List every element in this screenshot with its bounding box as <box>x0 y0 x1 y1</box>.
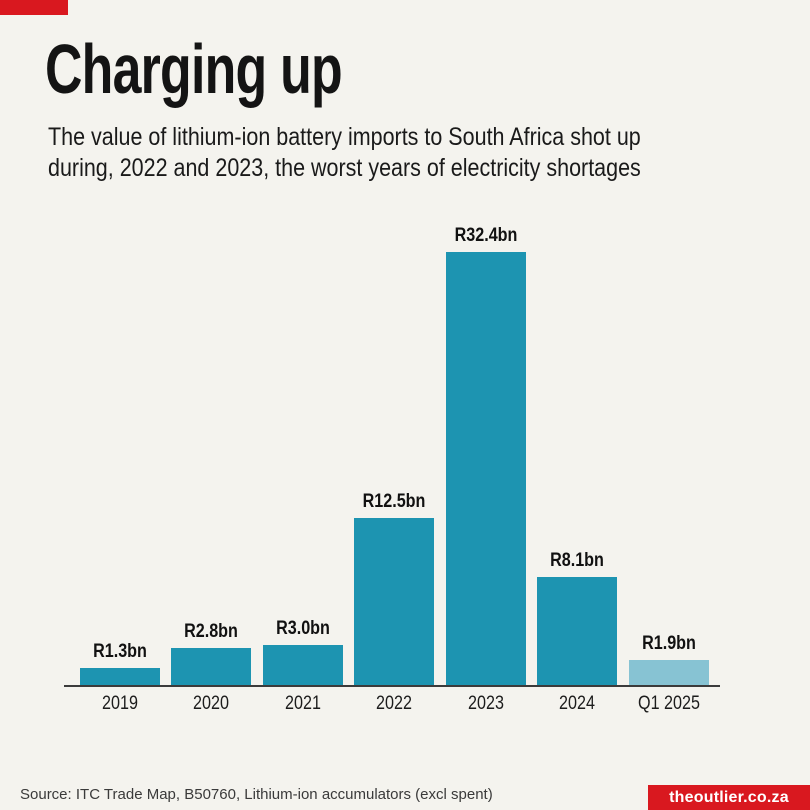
subtitle-line-2: during, 2022 and 2023, the worst years o… <box>48 154 641 182</box>
bar-2019 <box>79 668 160 685</box>
bar-value-label-2019: R1.3bn <box>92 641 147 662</box>
bar-value-label-2022: R12.5bn <box>362 491 426 512</box>
bar-2023 <box>445 252 526 685</box>
bar-value-label-2020: R2.8bn <box>184 621 238 642</box>
chart-subtitle: The value of lithium-ion battery imports… <box>48 122 641 184</box>
subtitle-line-1: The value of lithium-ion battery imports… <box>48 123 641 151</box>
x-axis-line <box>64 685 720 687</box>
x-tick-label-2024: 2024 <box>559 693 595 714</box>
x-tick-label-Q1 2025: Q1 2025 <box>637 693 700 714</box>
x-tick-label-2019: 2019 <box>101 693 138 714</box>
bar-Q1 2025 <box>628 660 709 685</box>
bar-value-label-2021: R3.0bn <box>275 618 330 639</box>
bar-value-label-2023: R32.4bn <box>454 225 517 246</box>
x-tick-label-2021: 2021 <box>284 693 321 714</box>
bar-2020 <box>171 648 251 685</box>
bar-2021 <box>262 645 343 685</box>
site-badge[interactable]: theoutlier.co.za <box>648 785 810 810</box>
x-tick-label-2023: 2023 <box>467 693 504 714</box>
x-tick-label-2020: 2020 <box>193 693 229 714</box>
brand-red-bar <box>0 0 68 15</box>
chart-title: Charging up <box>45 30 343 108</box>
bar-value-label-2024: R8.1bn <box>550 550 604 571</box>
x-tick-label-2022: 2022 <box>376 693 412 714</box>
source-note: Source: ITC Trade Map, B50760, Lithium-i… <box>20 786 493 803</box>
bar-value-label-Q1 2025: R1.9bn <box>641 633 696 654</box>
bar-2024 <box>537 577 617 685</box>
bar-2022 <box>354 518 434 685</box>
